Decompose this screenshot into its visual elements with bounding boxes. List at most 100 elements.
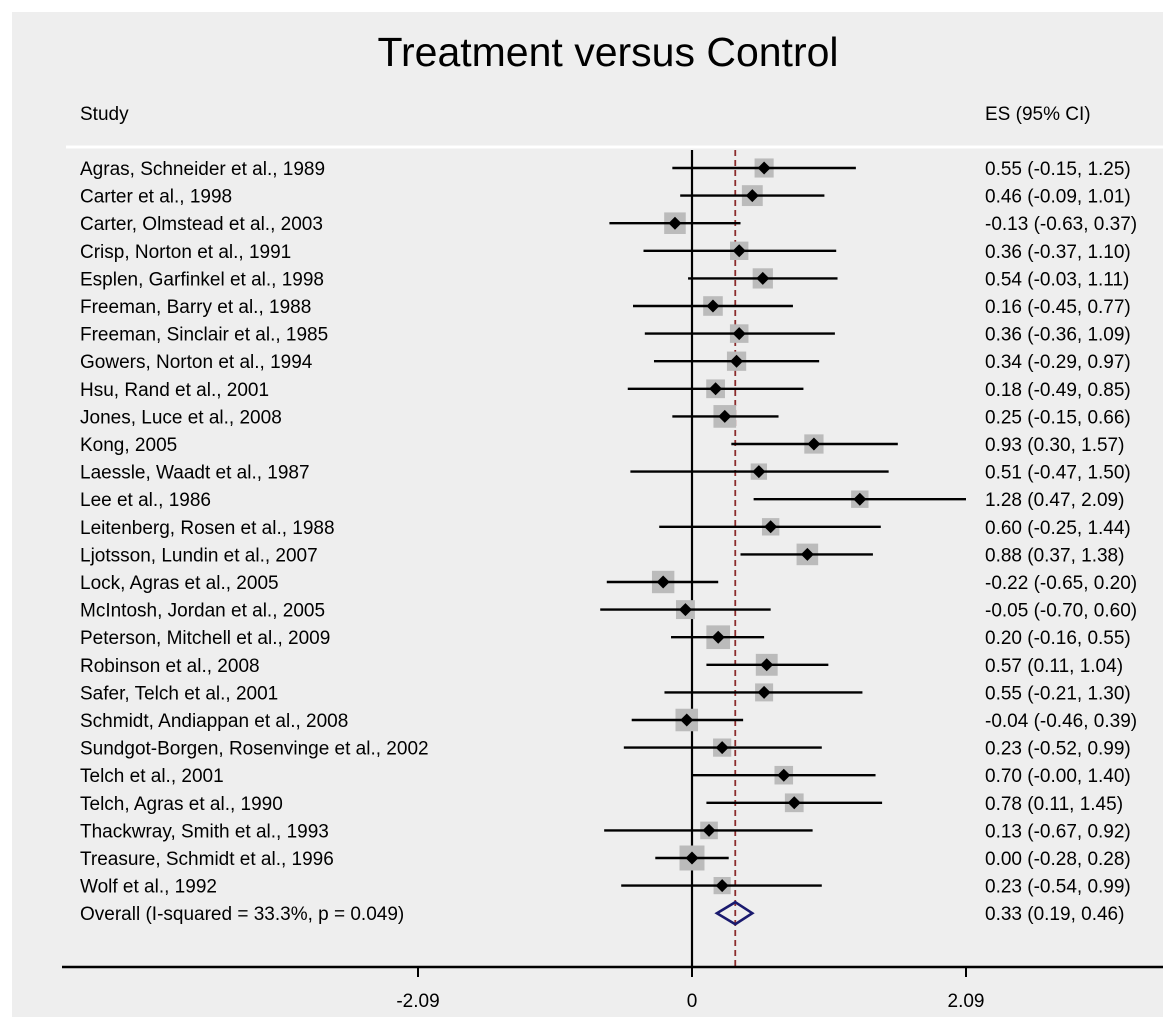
study-row: Agras, Schneider et al., 1989 0.55 (-0.15… (80, 158, 1131, 180)
chart-title: Treatment versus Control (377, 29, 838, 75)
study-row: Telch, Agras et al., 1990 0.78 (0.11, 1.4… (80, 793, 1123, 815)
study-row: Telch et al., 2001 0.70 (-0.00, 1.40) (80, 765, 1131, 787)
study-point-estimate (732, 327, 746, 341)
study-point-estimate (760, 658, 774, 672)
study-effect-size-label: 0.18 (-0.49, 0.85) (985, 380, 1131, 401)
study-row: Kong, 2005 0.93 (0.30, 1.57) (80, 434, 1124, 456)
study-point-estimate (764, 520, 778, 534)
x-tick-label: 0 (687, 991, 698, 1012)
study-column-header: Study (80, 104, 129, 125)
study-point-estimate (680, 713, 694, 727)
study-effect-size-label: 0.00 (-0.28, 0.28) (985, 849, 1131, 870)
study-name: Freeman, Sinclair et al., 1985 (80, 325, 328, 346)
study-point-estimate (668, 216, 682, 230)
study-row: Laessle, Waadt et al., 1987 0.51 (-0.47, … (80, 463, 1131, 484)
study-effect-size-label: 1.28 (0.47, 2.09) (985, 490, 1124, 511)
study-point-estimate (711, 630, 725, 644)
study-effect-size-label: 0.20 (-0.16, 0.55) (985, 628, 1131, 649)
study-row: Robinson et al., 2008 0.57 (0.11, 1.04) (80, 653, 1123, 677)
study-row: Freeman, Sinclair et al., 1985 0.36 (-0.3… (80, 324, 1131, 346)
study-row: Treasure, Schmidt et al., 1996 0.00 (-0.2… (80, 845, 1131, 871)
study-row: Thackwray, Smith et al., 1993 0.13 (-0.67… (80, 821, 1131, 842)
study-name: Hsu, Rand et al., 2001 (80, 380, 269, 401)
study-row: Lock, Agras et al., 2005 -0.22 (-0.65, 0.… (80, 570, 1137, 594)
study-effect-size-label: -0.05 (-0.70, 0.60) (985, 601, 1137, 622)
study-effect-size-label: 0.23 (-0.52, 0.99) (985, 739, 1131, 760)
study-point-estimate (800, 547, 814, 561)
study-name: Lee et al., 1986 (80, 490, 211, 511)
study-point-estimate (730, 354, 744, 368)
study-effect-size-label: -0.22 (-0.65, 0.20) (985, 573, 1137, 594)
study-point-estimate (787, 796, 801, 810)
study-effect-size-label: 0.13 (-0.67, 0.92) (985, 821, 1131, 842)
study-name: Esplen, Garfinkel et al., 1998 (80, 269, 324, 290)
study-point-estimate (757, 685, 771, 699)
study-point-estimate (752, 465, 766, 479)
study-effect-size-label: 0.55 (-0.15, 1.25) (985, 159, 1131, 180)
study-name: Telch et al., 2001 (80, 766, 224, 787)
study-effect-size-label: 0.88 (0.37, 1.38) (985, 545, 1124, 566)
study-effect-size-label: 0.16 (-0.45, 0.77) (985, 297, 1131, 318)
study-row: Schmidt, Andiappan et al., 2008 -0.04 (-0… (80, 708, 1137, 732)
study-row: Wolf et al., 1992 0.23 (-0.54, 0.99) (80, 877, 1131, 898)
study-name: Kong, 2005 (80, 435, 177, 456)
study-name: Ljotsson, Lundin et al., 2007 (80, 545, 318, 566)
study-point-estimate (853, 492, 867, 506)
study-point-estimate (685, 851, 699, 865)
study-row: Peterson, Mitchell et al., 2009 0.20 (-0.… (80, 625, 1131, 649)
study-effect-size-label: 0.36 (-0.36, 1.09) (985, 325, 1131, 346)
study-effect-size-label: 0.46 (-0.09, 1.01) (985, 187, 1131, 208)
study-rows: Agras, Schneider et al., 1989 0.55 (-0.15… (80, 158, 1137, 898)
study-name: Sundgot-Borgen, Rosenvinge et al., 2002 (80, 739, 429, 760)
study-point-estimate (807, 437, 821, 451)
study-name: Gowers, Norton et al., 1994 (80, 352, 313, 373)
effect-size-column-header: ES (95% CI) (985, 104, 1091, 125)
study-effect-size-label: 0.60 (-0.25, 1.44) (985, 518, 1131, 539)
study-row: Jones, Luce et al., 2008 0.25 (-0.15, 0.6… (80, 405, 1131, 428)
study-name: Telch, Agras et al., 1990 (80, 794, 283, 815)
study-row: Leitenberg, Rosen et al., 1988 0.60 (-0.2… (80, 518, 1131, 539)
study-name: Laessle, Waadt et al., 1987 (80, 463, 310, 484)
study-row: Freeman, Barry et al., 1988 0.16 (-0.45, … (80, 296, 1131, 318)
study-row: Gowers, Norton et al., 1994 0.34 (-0.29, … (80, 351, 1131, 373)
study-effect-size-label: 0.36 (-0.37, 1.10) (985, 242, 1131, 263)
study-point-estimate (732, 244, 746, 258)
overall-label: Overall (I-squared = 33.3%, p = 0.049) (80, 904, 404, 925)
study-name: Schmidt, Andiappan et al., 2008 (80, 711, 348, 732)
study-name: Lock, Agras et al., 2005 (80, 573, 279, 594)
study-name: Robinson et al., 2008 (80, 656, 260, 677)
study-row: Lee et al., 1986 1.28 (0.47, 2.09) (80, 490, 1124, 511)
study-point-estimate (757, 161, 771, 175)
study-name: Leitenberg, Rosen et al., 1988 (80, 518, 335, 539)
study-row: Crisp, Norton et al., 1991 0.36 (-0.37, 1… (80, 241, 1131, 263)
study-point-estimate (706, 299, 720, 313)
plot-background (12, 12, 1163, 1017)
study-row: Carter, Olmstead et al., 2003 -0.13 (-0.6… (80, 212, 1137, 235)
study-point-estimate (718, 409, 732, 423)
study-point-estimate (715, 879, 729, 893)
study-point-estimate (715, 741, 729, 755)
overall-diamond (714, 900, 755, 926)
study-effect-size-label: 0.51 (-0.47, 1.50) (985, 463, 1131, 484)
study-effect-size-label: 0.78 (0.11, 1.45) (985, 794, 1123, 815)
study-name: Freeman, Barry et al., 1988 (80, 297, 311, 318)
study-row: Hsu, Rand et al., 2001 0.18 (-0.49, 0.85) (80, 379, 1131, 401)
study-name: Safer, Telch et al., 2001 (80, 683, 278, 704)
study-row: Ljotsson, Lundin et al., 2007 0.88 (0.37,… (80, 543, 1124, 566)
study-point-estimate (678, 603, 692, 617)
study-name: Jones, Luce et al., 2008 (80, 407, 282, 428)
overall-effect-size-label: 0.33 (0.19, 0.46) (985, 904, 1124, 925)
study-name: Thackwray, Smith et al., 1993 (80, 821, 329, 842)
study-name: Peterson, Mitchell et al., 2009 (80, 628, 330, 649)
study-effect-size-label: 0.34 (-0.29, 0.97) (985, 352, 1131, 373)
study-row: Safer, Telch et al., 2001 0.55 (-0.21, 1.… (80, 683, 1131, 704)
study-point-estimate (656, 575, 670, 589)
study-name: Treasure, Schmidt et al., 1996 (80, 849, 334, 870)
study-point-estimate (745, 189, 759, 203)
study-row: Esplen, Garfinkel et al., 1998 0.54 (-0.0… (80, 268, 1129, 290)
study-effect-size-label: 0.57 (0.11, 1.04) (985, 656, 1123, 677)
study-name: Agras, Schneider et al., 1989 (80, 159, 325, 180)
study-point-estimate (756, 271, 770, 285)
study-name: McIntosh, Jordan et al., 2005 (80, 601, 325, 622)
